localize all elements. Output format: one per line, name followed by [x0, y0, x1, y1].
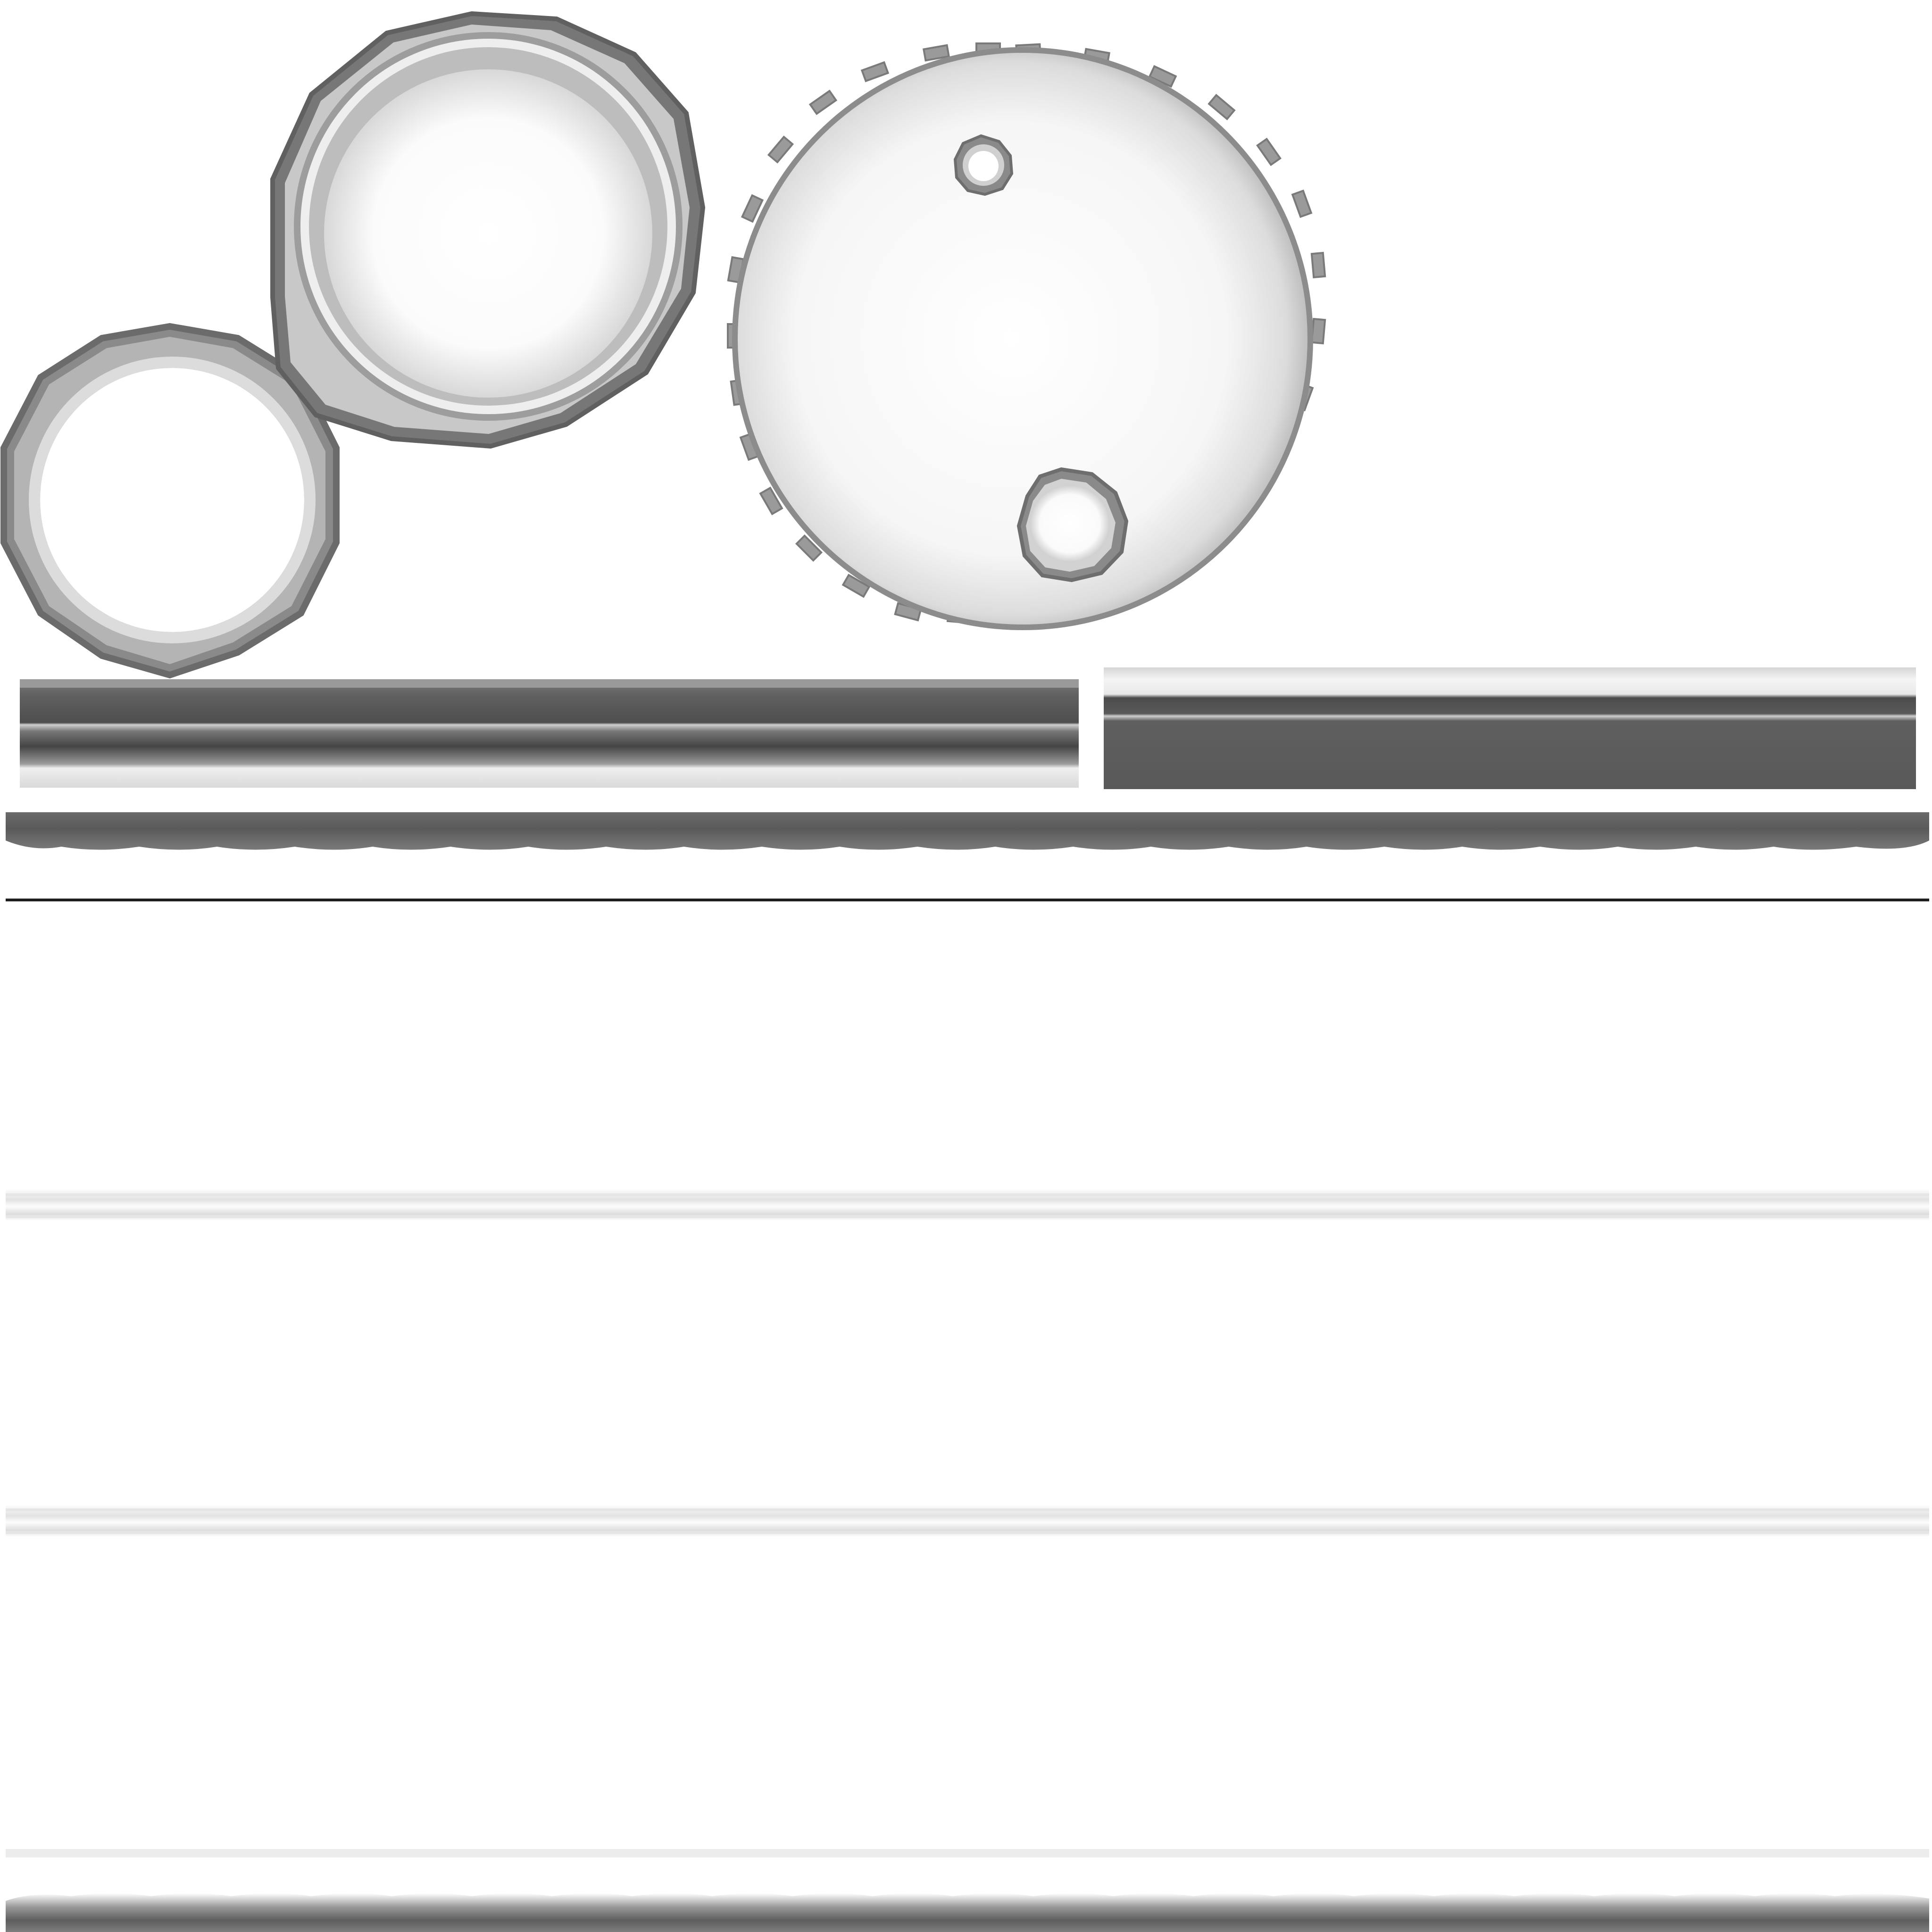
large-bung-hole [1016, 467, 1129, 583]
seam-line [6, 899, 1929, 901]
bottom-band [6, 1893, 1929, 1932]
rib-1 [6, 1189, 1929, 1221]
small-bung-hole [953, 134, 1014, 196]
rib-2 [6, 1505, 1929, 1537]
top-band [6, 812, 1929, 850]
drum-body [6, 811, 1929, 1932]
drum-lid [727, 42, 1326, 630]
rim-strip-left [20, 679, 1079, 788]
rib-3 [6, 1849, 1929, 1857]
rim-strip-right [1104, 667, 1916, 789]
cap-disc [270, 11, 706, 449]
small-ring [0, 323, 340, 679]
